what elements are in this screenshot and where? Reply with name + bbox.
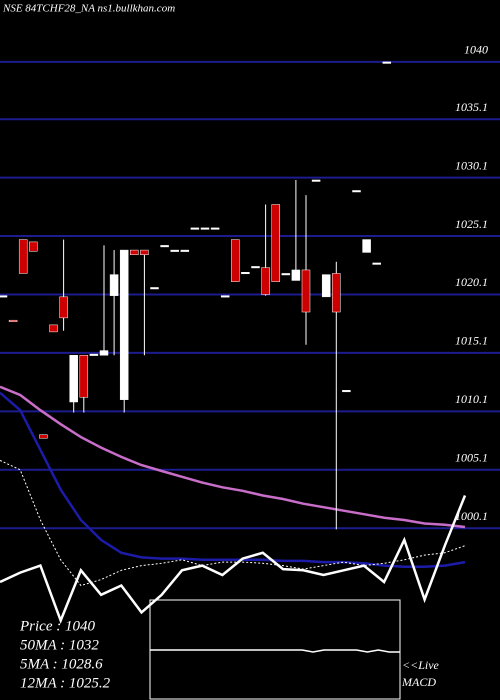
candle-body (180, 249, 190, 252)
ma-line (0, 391, 466, 569)
stat-text: Price : 1040 (19, 618, 95, 634)
candle-body (301, 269, 311, 313)
candle-body (160, 245, 169, 248)
ma-line (0, 385, 466, 529)
candle-body (311, 179, 321, 182)
candle-body (321, 274, 331, 298)
candle-body (119, 249, 129, 400)
macd-label: MACD (401, 675, 436, 689)
candle-body (332, 273, 341, 313)
candle-body (352, 190, 361, 193)
candle-body (130, 249, 139, 256)
candle-body (140, 249, 149, 256)
candle-body (89, 353, 99, 356)
candle-body (29, 241, 38, 252)
y-tick-label: 1030.1 (455, 158, 488, 172)
y-tick-label: 1015.1 (455, 334, 488, 348)
candle-body (39, 434, 48, 439)
y-tick-label: 1020.1 (455, 275, 488, 289)
y-tick-label: 1010.1 (455, 392, 488, 406)
candle-body (362, 239, 371, 253)
candle-body (69, 355, 78, 403)
candle-body (170, 249, 179, 252)
stat-text: 5MA : 1028.6 (20, 656, 103, 672)
y-tick-label: 1000.1 (455, 509, 488, 523)
candle-body (231, 239, 240, 282)
macd-label: <<Live (402, 658, 440, 672)
ma-line (0, 495, 467, 624)
candle-body (190, 227, 200, 230)
candle-body (99, 350, 109, 356)
candle-body (251, 266, 260, 269)
candle-body (79, 355, 89, 398)
macd-line (150, 649, 400, 653)
y-tick-label: 1025.1 (455, 217, 488, 231)
candle-body (8, 319, 18, 322)
candle-body (281, 273, 291, 276)
candle-body (210, 227, 220, 230)
stat-text: 50MA : 1032 (20, 637, 99, 653)
stat-text: 12MA : 1025.2 (20, 675, 111, 691)
y-tick-label: 1005.1 (455, 451, 488, 465)
candle-body (372, 262, 381, 265)
candle-body (200, 227, 210, 230)
candle-body (241, 272, 250, 275)
candle-body (0, 295, 8, 298)
candle-body (342, 390, 351, 393)
candle-body (271, 204, 280, 282)
candle-body (59, 296, 68, 319)
candle-body (382, 61, 392, 64)
y-tick-label: 1035.1 (455, 100, 488, 114)
candle-body (150, 287, 159, 290)
candle-body (18, 239, 28, 274)
candle-body (109, 274, 119, 296)
candle-body (220, 295, 230, 298)
y-tick-label: 1040 (464, 43, 488, 57)
candle-body (291, 269, 301, 281)
candle-body (49, 324, 58, 333)
chart-title: NSE 84TCHF28_NA ns1.bullkhan.com (2, 3, 175, 15)
candle-body (261, 267, 270, 295)
